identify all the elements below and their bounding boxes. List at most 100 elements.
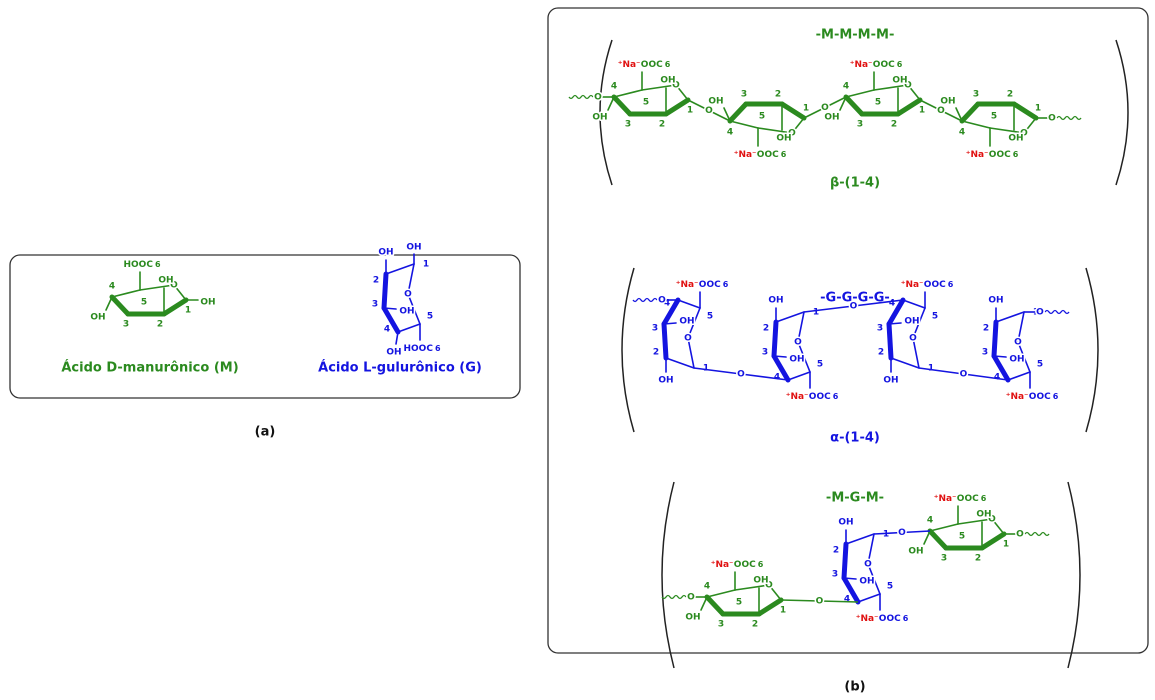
carbon-number: 3 xyxy=(973,90,979,100)
bond xyxy=(846,90,874,97)
carboxyl: OOC xyxy=(879,614,901,624)
carboxyl: OOC xyxy=(757,150,779,160)
bond xyxy=(994,356,1006,357)
bond xyxy=(844,544,846,578)
carbon-number: 6 xyxy=(981,494,987,503)
link-oxygen: O xyxy=(850,302,858,312)
bond xyxy=(664,324,666,358)
link-oxygen: O xyxy=(594,93,602,103)
carbon-number: 4 xyxy=(727,128,733,138)
carboxyl: OOC xyxy=(641,60,663,70)
sugar-unit: O54321OHOH⁺Na⁻OOC6 xyxy=(824,60,925,130)
carbon-number: 5 xyxy=(1037,360,1043,370)
carbon-number: 5 xyxy=(991,112,997,122)
bond xyxy=(889,323,901,324)
bond xyxy=(846,534,874,544)
figure: (a) (b) O54321OHOHOHHOOC6Ácido D-manurôn… xyxy=(0,0,1155,700)
carboxyl-group: HOOC6 xyxy=(123,260,160,270)
carbon-number: 6 xyxy=(435,344,441,353)
counterion: ⁺Na⁻ xyxy=(618,60,641,70)
bracket-right xyxy=(1086,268,1098,432)
carbon-number: 3 xyxy=(832,570,838,580)
bond xyxy=(858,594,880,602)
bond xyxy=(996,312,1024,322)
hydroxyl: OH xyxy=(685,613,700,623)
bond xyxy=(1014,104,1036,118)
sugar-unit: O54321OHOH⁺Na⁻OOC6 xyxy=(762,296,839,402)
hydroxyl: OH xyxy=(200,298,215,308)
ring-oxygen: O xyxy=(794,338,802,348)
panel-b-box xyxy=(548,8,1148,653)
wavy-end xyxy=(1025,533,1049,536)
carbon-number: 1 xyxy=(423,260,429,270)
carbon-number: 4 xyxy=(611,82,617,92)
glycosidic-bond xyxy=(804,306,854,312)
bond xyxy=(982,534,1004,548)
carbon-number: 4 xyxy=(959,128,965,138)
link-oxygen: O xyxy=(1016,530,1024,540)
carbon-number: 2 xyxy=(1007,90,1013,100)
carbon-number: 3 xyxy=(718,620,724,630)
carbon-number: 1 xyxy=(185,306,191,316)
bond xyxy=(846,97,862,114)
panel-b-label: (b) xyxy=(844,680,865,695)
bond xyxy=(666,100,688,114)
carbon-number: 3 xyxy=(982,348,988,358)
carbon-number: 2 xyxy=(157,320,163,330)
carbon-number: 3 xyxy=(625,120,631,130)
wavy-end xyxy=(633,299,657,302)
hydroxyl: OH xyxy=(658,376,673,386)
bracket-right xyxy=(1116,40,1128,185)
carbon-number: 2 xyxy=(653,348,659,358)
monomer-name: Ácido L-gulurônico (G) xyxy=(318,360,482,376)
carboxyl-group: ⁺Na⁻OOC6 xyxy=(676,280,729,290)
carbon-number: 6 xyxy=(903,614,909,623)
bond xyxy=(844,578,856,579)
carbon-number: 3 xyxy=(372,300,378,310)
bond xyxy=(642,85,676,90)
bond xyxy=(774,356,786,357)
hydroxyl: OH xyxy=(679,317,694,327)
bond xyxy=(112,297,128,314)
carbon-number: 2 xyxy=(752,620,758,630)
sugar-unit: O54321OHOH⁺Na⁻OOC6 xyxy=(708,90,809,160)
carbon-number: 2 xyxy=(833,546,839,556)
bond xyxy=(962,104,978,121)
bond xyxy=(112,290,140,297)
link-oxygen: O xyxy=(658,296,666,306)
ring-oxygen: O xyxy=(404,290,412,300)
panel-a-box xyxy=(10,255,520,398)
glycosidic-bond xyxy=(741,374,788,380)
bond xyxy=(614,97,630,114)
carbon-number: 2 xyxy=(373,276,379,286)
bond xyxy=(930,531,946,548)
hydroxyl: OH xyxy=(776,134,791,144)
hydroxyl: OH xyxy=(708,97,723,107)
carbon-number: 1 xyxy=(1035,104,1041,114)
bond xyxy=(898,100,920,114)
carbon-number: 6 xyxy=(758,560,764,569)
counterion: ⁺Na⁻ xyxy=(966,150,989,160)
hydroxyl: OH xyxy=(406,243,421,253)
carbon-number: 1 xyxy=(883,530,889,540)
bond xyxy=(924,531,930,544)
hydroxyl: OH xyxy=(976,510,991,520)
carbon-number: 5 xyxy=(887,582,893,592)
carbon-number: 1 xyxy=(919,106,925,116)
counterion: ⁺Na⁻ xyxy=(734,150,757,160)
carbon-number: 4 xyxy=(109,282,115,292)
hydroxyl: OH xyxy=(838,518,853,528)
hydroxyl: OH xyxy=(904,317,919,327)
ring-oxygen: O xyxy=(909,334,917,344)
bracket-left xyxy=(622,268,634,432)
bond xyxy=(774,322,776,356)
glycosidic-bond xyxy=(694,368,741,374)
carbon-number: 5 xyxy=(759,112,765,122)
glycosidic-bond xyxy=(820,601,859,602)
carboxyl: OOC xyxy=(989,150,1011,160)
carboxyl: OOC xyxy=(873,60,895,70)
carbon-number: 4 xyxy=(927,516,933,526)
bond xyxy=(758,128,792,133)
hydroxyl: OH xyxy=(789,355,804,365)
